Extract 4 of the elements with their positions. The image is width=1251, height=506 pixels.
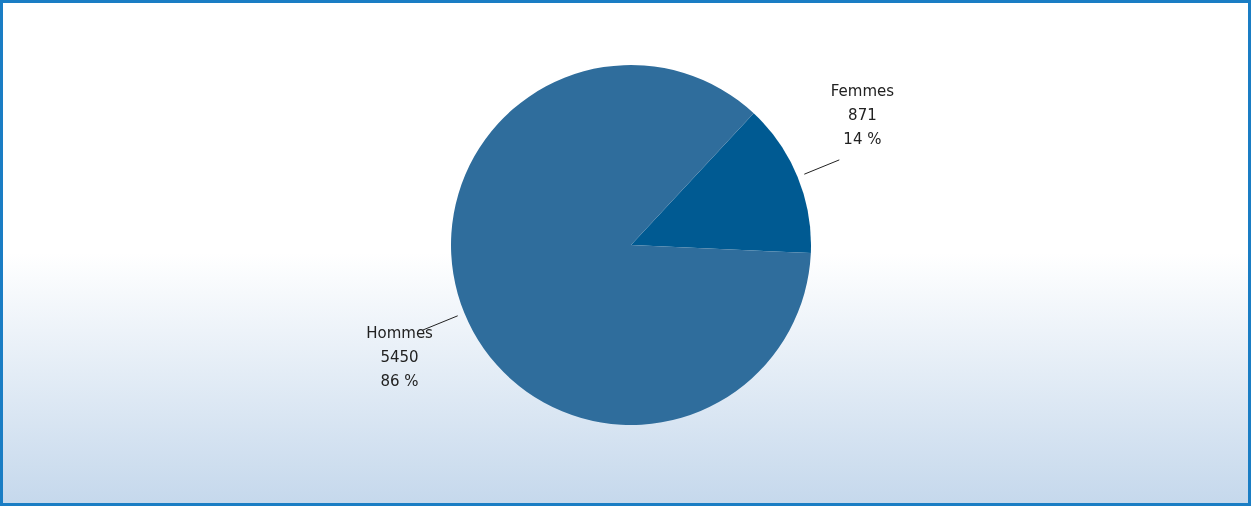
data-label: 871 14 %	[843, 105, 882, 148]
slice-label: Femmes	[830, 81, 895, 100]
slice-label: Hommes	[366, 324, 434, 343]
data-label: 5450 86 %	[380, 348, 419, 391]
